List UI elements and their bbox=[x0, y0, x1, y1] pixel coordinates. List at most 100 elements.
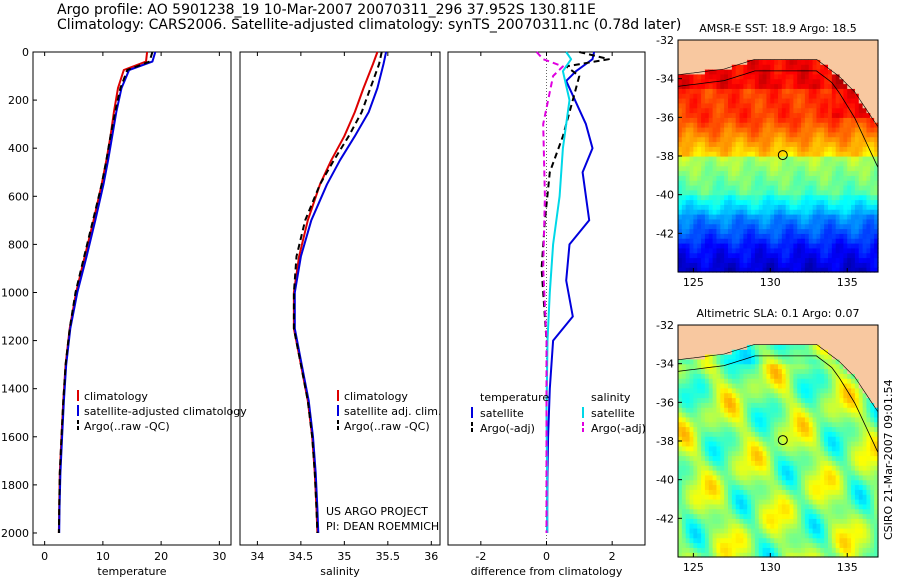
map-cell bbox=[689, 218, 694, 225]
map-cell bbox=[781, 474, 787, 481]
map-cell bbox=[685, 117, 691, 123]
map-cell bbox=[735, 503, 741, 510]
map-cell bbox=[708, 489, 714, 495]
map-cell bbox=[681, 209, 687, 215]
map-cell bbox=[770, 122, 775, 128]
map-cell bbox=[804, 479, 810, 486]
map-cell bbox=[766, 98, 771, 104]
map-cell bbox=[862, 141, 868, 147]
map-cell bbox=[812, 214, 818, 220]
map-cell bbox=[689, 344, 694, 350]
map-cell bbox=[781, 247, 787, 254]
map-cell bbox=[828, 257, 833, 263]
map-cell bbox=[816, 445, 821, 452]
map-cell bbox=[874, 83, 879, 89]
map-cell bbox=[808, 209, 814, 215]
map-cell bbox=[743, 180, 748, 186]
map-cell bbox=[724, 228, 729, 234]
map-cell bbox=[681, 180, 687, 186]
map-cell bbox=[774, 40, 779, 46]
map-cell bbox=[808, 165, 814, 172]
map-cell bbox=[766, 238, 771, 244]
map-cell bbox=[866, 189, 871, 196]
map-cell bbox=[785, 267, 791, 273]
map-cell bbox=[781, 40, 787, 46]
map-cell bbox=[797, 160, 802, 167]
map-cell bbox=[835, 532, 841, 539]
map-cell bbox=[835, 267, 841, 273]
map-cell bbox=[778, 64, 783, 70]
map-cell bbox=[808, 223, 814, 230]
map-cell bbox=[843, 484, 848, 490]
map-cell bbox=[758, 494, 764, 500]
map-cell bbox=[724, 552, 729, 558]
map-cell bbox=[758, 170, 764, 176]
map-cell bbox=[831, 523, 837, 529]
map-cell bbox=[731, 474, 737, 481]
map-cell bbox=[866, 107, 871, 114]
map-cell bbox=[808, 262, 814, 268]
map-cell bbox=[720, 383, 725, 389]
map-cell bbox=[828, 98, 833, 104]
map-cell bbox=[858, 223, 864, 230]
map-cell bbox=[685, 344, 691, 350]
map-cell bbox=[770, 78, 775, 85]
map-cell bbox=[685, 465, 691, 471]
map-cell bbox=[758, 325, 764, 331]
map-cell bbox=[678, 69, 683, 75]
map-cell bbox=[678, 431, 683, 437]
map-cell bbox=[701, 334, 706, 341]
map-cell bbox=[758, 185, 764, 191]
map-cell bbox=[678, 494, 683, 500]
map-cell bbox=[774, 426, 779, 432]
map-cell bbox=[851, 243, 856, 249]
map-cell bbox=[789, 363, 794, 370]
map-cell bbox=[847, 40, 852, 46]
map-cell bbox=[851, 218, 856, 225]
map-cell bbox=[762, 547, 768, 553]
map-cell bbox=[708, 354, 714, 360]
map-cell bbox=[728, 98, 733, 104]
map-cell bbox=[804, 156, 810, 162]
map-cell bbox=[851, 228, 856, 234]
map-cell bbox=[828, 267, 833, 273]
map-cell bbox=[731, 107, 737, 114]
map-cell bbox=[854, 117, 860, 123]
map-cell bbox=[774, 151, 779, 157]
map-cell bbox=[828, 402, 833, 408]
map-cell bbox=[689, 474, 694, 481]
map-cell bbox=[712, 88, 718, 94]
map-cell bbox=[797, 165, 802, 172]
map-cell bbox=[735, 78, 741, 85]
map-cell bbox=[812, 185, 818, 191]
map-cell bbox=[781, 160, 787, 167]
map-cell bbox=[781, 489, 787, 495]
map-cell bbox=[781, 421, 787, 428]
map-cell bbox=[685, 358, 691, 365]
map-cell bbox=[870, 73, 875, 80]
map-cell bbox=[785, 112, 791, 118]
map-cell bbox=[781, 209, 787, 215]
map-cell bbox=[828, 436, 833, 442]
map-cell bbox=[854, 194, 860, 201]
map-cell bbox=[693, 204, 698, 210]
map-cell bbox=[874, 88, 879, 94]
map-cell bbox=[831, 267, 837, 273]
map-cell bbox=[862, 267, 868, 273]
map-cell bbox=[797, 204, 802, 210]
map-cell bbox=[724, 160, 729, 167]
map-cell bbox=[739, 378, 744, 384]
map-cell bbox=[689, 349, 694, 355]
map-cell bbox=[697, 233, 702, 239]
map-cell bbox=[743, 40, 748, 46]
map-cell bbox=[678, 233, 683, 239]
map-cell bbox=[751, 122, 756, 128]
map-cell bbox=[774, 484, 779, 490]
map-cell bbox=[754, 508, 760, 515]
map-cell bbox=[724, 334, 729, 341]
map-cell bbox=[701, 528, 706, 534]
map-cell bbox=[681, 441, 687, 447]
map-cell bbox=[793, 547, 798, 553]
map-cell bbox=[685, 69, 691, 75]
map-cell bbox=[797, 218, 802, 225]
